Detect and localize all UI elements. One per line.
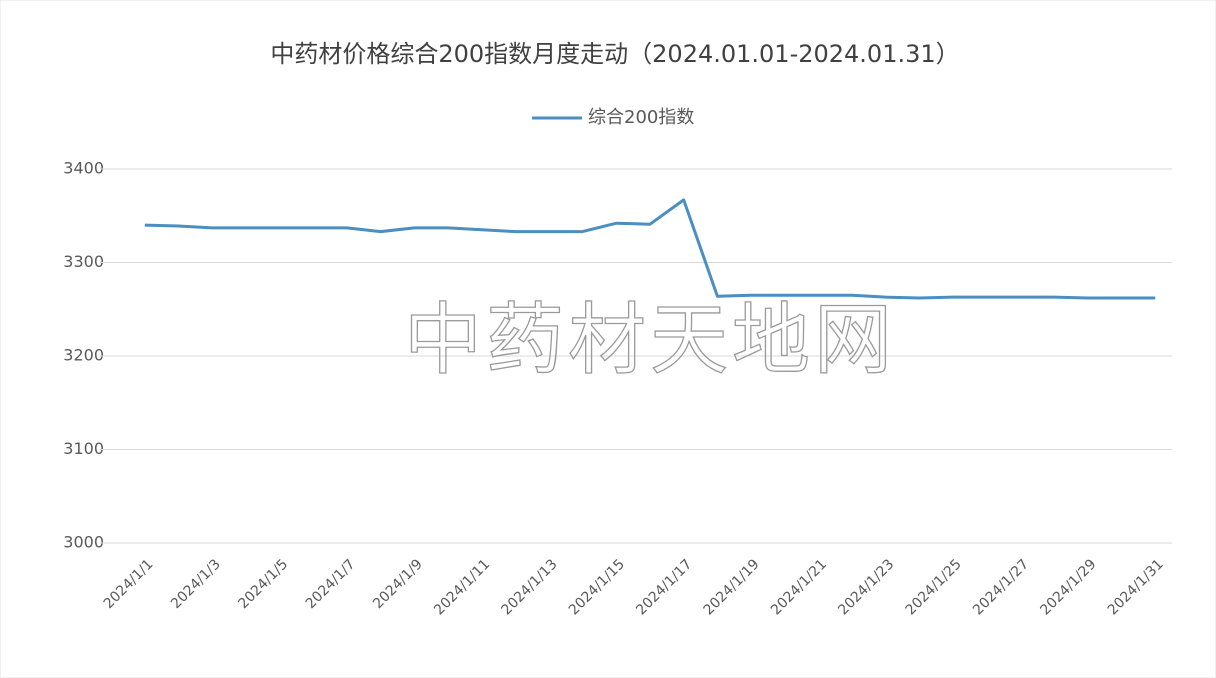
data-line <box>144 198 1156 300</box>
y-tick-label: 3000 <box>63 533 104 552</box>
y-tick-label: 3200 <box>63 346 104 365</box>
watermark: 中药材天地网 <box>404 295 896 385</box>
legend-label: 综合200指数 <box>588 107 694 128</box>
y-tick-label: 3300 <box>63 252 104 271</box>
y-tick-label: 3400 <box>63 159 104 178</box>
chart-title: 中药材价格综合200指数月度走动（2024.01.01-2024.01.31） <box>270 40 959 68</box>
y-tick-label: 3100 <box>63 439 104 458</box>
